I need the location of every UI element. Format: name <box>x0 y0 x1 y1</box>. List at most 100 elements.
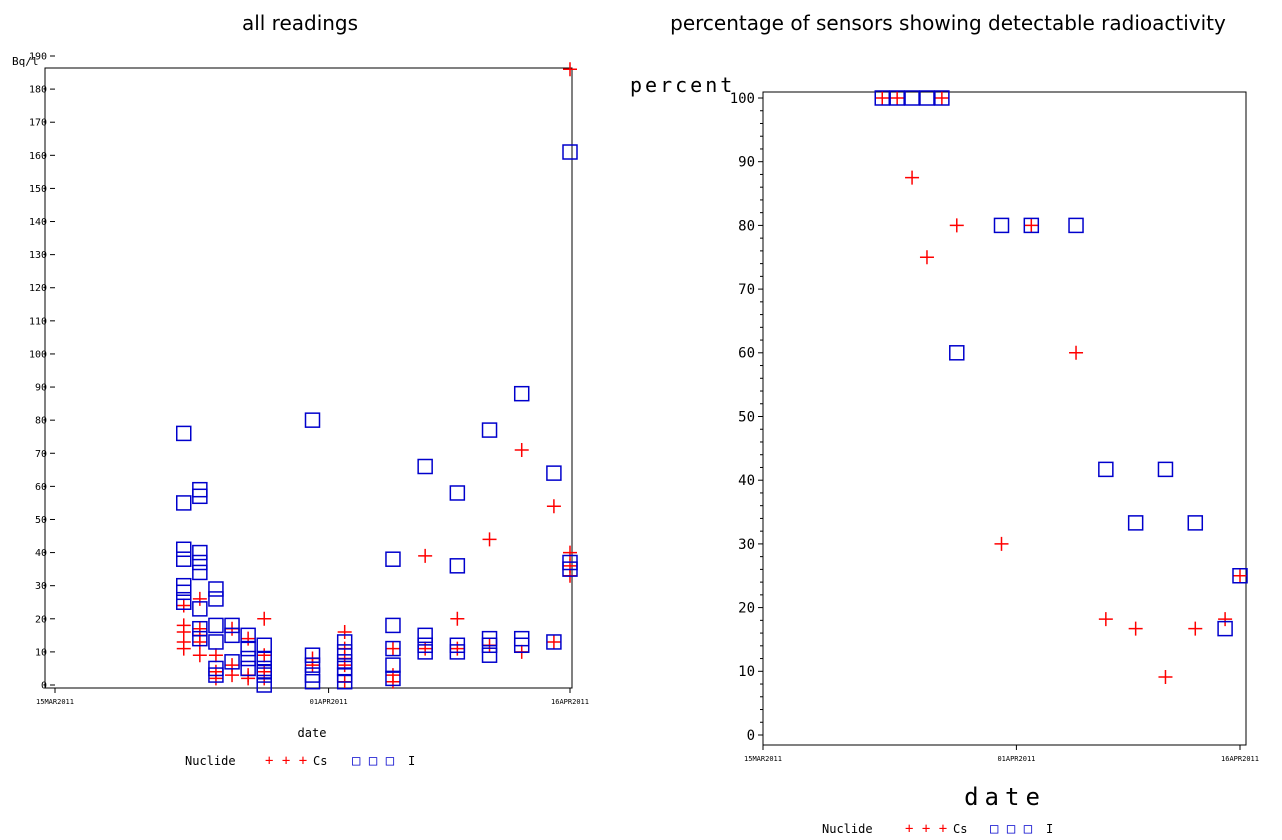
i-point <box>417 458 433 475</box>
i-point <box>240 650 256 667</box>
i-point <box>417 644 433 660</box>
y-tick-label: 70 <box>738 282 755 298</box>
cs-point <box>385 674 400 689</box>
cs-point <box>546 499 561 514</box>
i-point <box>224 654 240 670</box>
cs-point <box>546 634 561 649</box>
cs-point <box>225 668 240 683</box>
i-point <box>304 673 321 690</box>
i-point <box>449 558 466 574</box>
y-tick-label: 90 <box>35 383 47 394</box>
i-point <box>256 650 272 667</box>
i-point <box>513 637 530 654</box>
cs-point <box>450 641 465 656</box>
y-tick-label: 160 <box>29 151 47 162</box>
y-tick-label: 20 <box>35 614 47 625</box>
y-axis-label: Bq/l <box>12 55 39 68</box>
i-point <box>256 667 272 683</box>
x-tick-label: 16APR2011 <box>1221 755 1259 763</box>
i-point <box>546 634 562 650</box>
legend-title: Nuclide <box>185 754 236 768</box>
y-axis-label: percent <box>630 73 735 97</box>
i-point <box>176 594 192 610</box>
i-point <box>304 412 321 428</box>
i-point <box>546 465 562 481</box>
x-tick-label: 01APR2011 <box>310 698 348 706</box>
i-point <box>481 637 498 654</box>
cs-point <box>385 641 400 656</box>
i-point <box>240 640 256 657</box>
i-point <box>874 90 890 106</box>
cs-point <box>337 658 352 673</box>
i-point <box>889 90 905 106</box>
cs-point <box>1128 621 1143 636</box>
y-tick-label: 170 <box>29 118 47 129</box>
i-point <box>224 617 240 634</box>
cs-point <box>192 648 207 663</box>
i-point <box>256 637 272 654</box>
i-point <box>1127 515 1144 531</box>
legend-i-label: I <box>408 754 415 768</box>
y-tick-label: 30 <box>35 581 47 592</box>
i-point <box>449 485 466 501</box>
legend: Nuclide + + + Cs □ □ □ I <box>185 753 415 769</box>
i-point <box>562 144 578 160</box>
i-point <box>385 617 401 634</box>
y-tick-label: 120 <box>29 283 47 294</box>
data-points <box>874 90 1248 685</box>
y-tick-label: 20 <box>738 601 755 617</box>
i-point <box>192 630 208 647</box>
all-readings-chart: all readings Bq/l 0 10 20 30 40 50 60 70 80 90 100… <box>12 11 589 769</box>
i-point <box>176 584 192 601</box>
cs-point <box>514 442 529 457</box>
i-point <box>336 644 353 660</box>
i-point <box>449 644 466 660</box>
y-tick-label: 140 <box>29 217 47 228</box>
cs-point <box>482 532 497 547</box>
chart-title: percentage of sensors showing detectable… <box>670 11 1226 35</box>
i-point <box>1098 461 1114 478</box>
cs-point <box>305 658 320 673</box>
y-tick-label: 110 <box>29 316 47 327</box>
i-point <box>336 634 353 650</box>
y-tick-label: 30 <box>738 537 755 553</box>
legend-cs-symbol: + + + <box>265 753 307 769</box>
cs-point <box>192 591 207 606</box>
plot-frame <box>762 91 1247 746</box>
cs-point <box>905 170 920 185</box>
y-tick-label: 50 <box>35 515 47 526</box>
i-point <box>240 660 256 677</box>
i-point <box>304 657 321 673</box>
legend-cs-symbol: + + + <box>905 821 947 837</box>
i-point <box>417 627 433 644</box>
cs-point <box>949 218 964 233</box>
i-point <box>224 627 240 644</box>
cs-point <box>919 250 934 265</box>
chart-title: all readings <box>242 11 358 35</box>
y-tick-label: 0 <box>41 681 47 692</box>
plot-frame <box>44 67 573 689</box>
i-point <box>385 640 401 657</box>
cs-point <box>241 671 256 686</box>
x-tick-label: 16APR2011 <box>551 698 589 706</box>
i-point <box>192 488 208 505</box>
i-point <box>562 561 578 577</box>
i-point <box>1232 568 1248 584</box>
cs-point <box>418 548 433 563</box>
cs-point <box>257 648 272 663</box>
y-tick-label: 60 <box>738 346 755 362</box>
x-tick-label: 01APR2011 <box>997 755 1035 763</box>
cs-point <box>208 648 223 663</box>
i-point <box>904 90 920 106</box>
i-point <box>256 677 272 693</box>
cs-point <box>994 536 1009 551</box>
cs-point <box>563 62 577 77</box>
cs-point <box>1233 568 1247 583</box>
i-point <box>304 647 321 663</box>
cs-point <box>1218 612 1233 627</box>
i-point <box>385 657 401 673</box>
i-point <box>208 591 224 607</box>
data-points <box>176 62 578 693</box>
cs-point <box>1188 621 1203 636</box>
i-point <box>481 647 498 663</box>
